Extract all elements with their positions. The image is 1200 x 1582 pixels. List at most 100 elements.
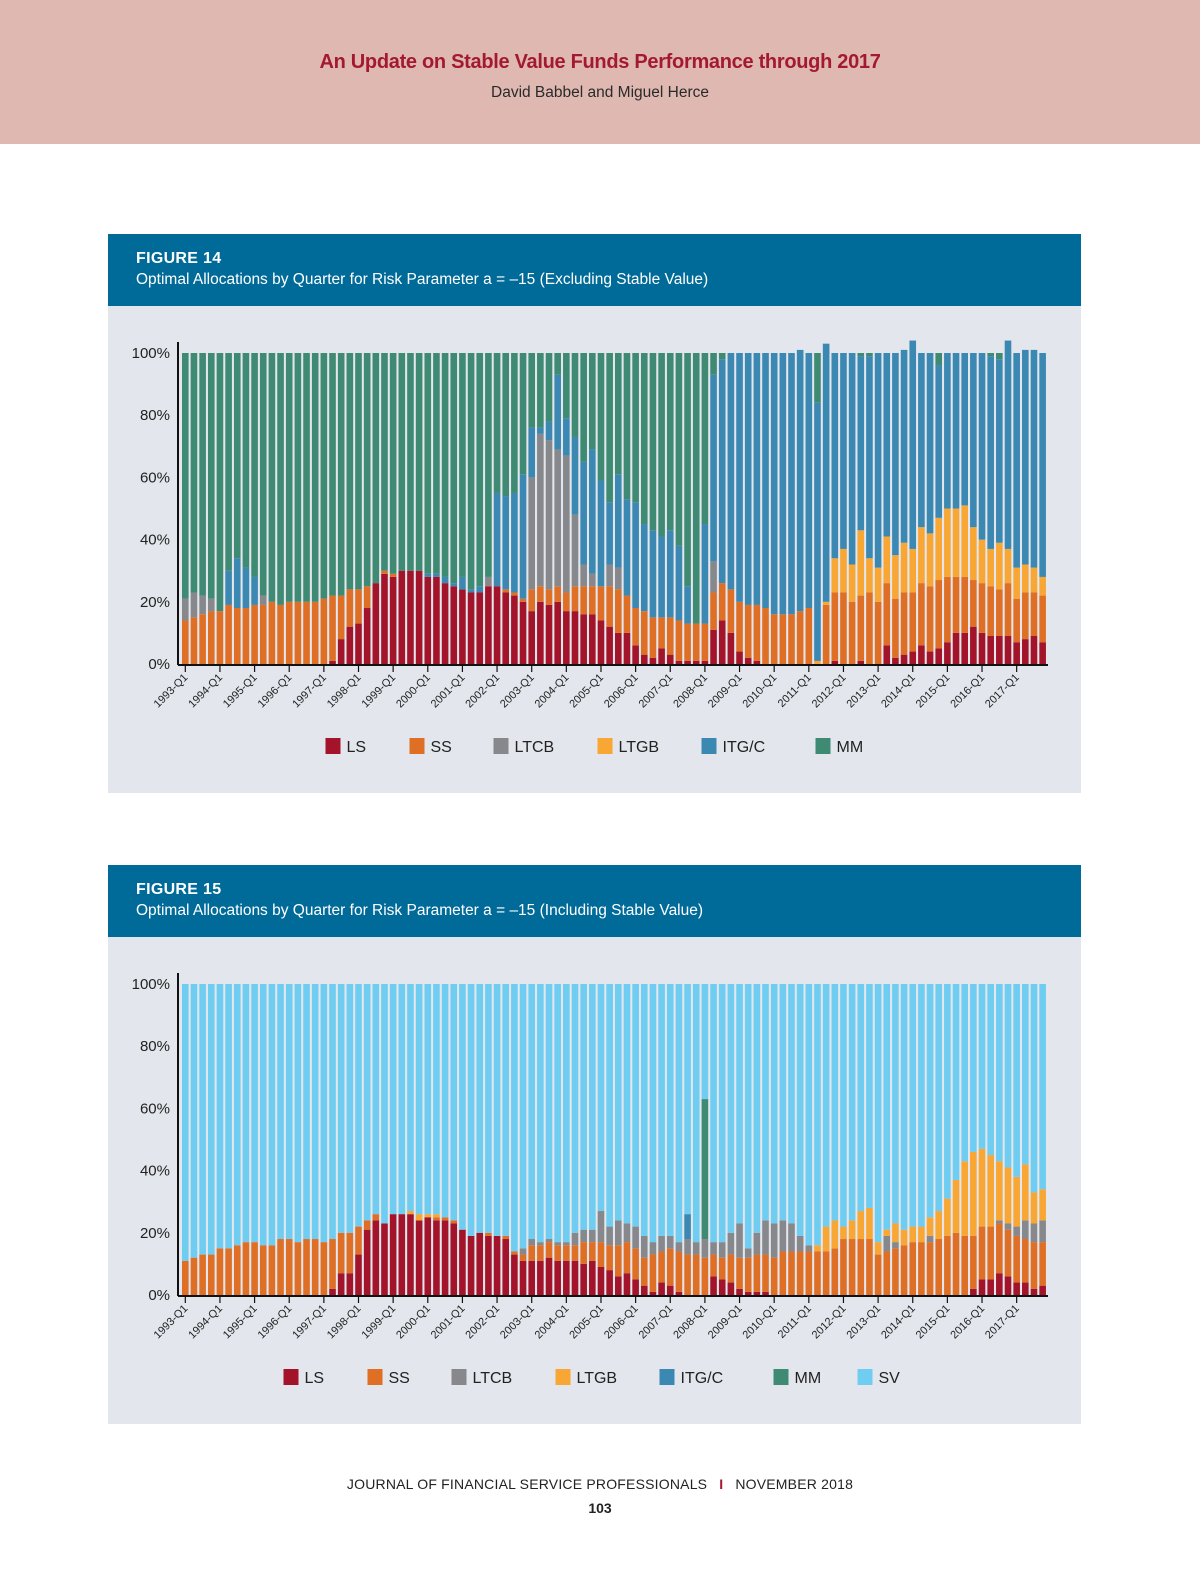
- bar-segment-ss: [528, 589, 535, 612]
- bar-segment-ltgb: [822, 1226, 830, 1252]
- bar-segment-ss: [762, 1254, 769, 1292]
- bar-segment-ss: [857, 1239, 865, 1295]
- bar-segment-ls: [996, 636, 1003, 664]
- bar-segment-ls: [926, 651, 934, 664]
- bar-segment-sv: [485, 984, 492, 1233]
- bar-segment-mm: [251, 353, 258, 577]
- bar-segment-ls: [857, 660, 865, 664]
- bar-segment-ss: [225, 604, 232, 664]
- bar-segment-sv: [961, 984, 968, 1162]
- x-tick-label: 2013-Q1: [844, 1303, 883, 1342]
- bar-segment-ltcb: [606, 564, 613, 587]
- x-tick-label: 2016-Q1: [948, 672, 987, 711]
- bar-segment-mm: [467, 353, 475, 590]
- bar-segment-ltgb: [1004, 1167, 1012, 1224]
- bar-segment-ls: [554, 1260, 561, 1295]
- bar-segment-ss: [1030, 1242, 1038, 1289]
- bar-segment-ls: [476, 1232, 484, 1295]
- bar-segment-sv: [606, 984, 613, 1227]
- bar-segment-ltcb: [710, 561, 717, 593]
- bar-segment-ss: [831, 1248, 839, 1295]
- bar-segment-ltcb: [563, 1242, 570, 1246]
- bar-segment-itg-c: [571, 436, 579, 515]
- bar-segment-ls: [389, 1214, 397, 1295]
- bar-segment-ss: [926, 586, 934, 652]
- bar-segment-ss: [233, 608, 241, 664]
- bar-segment-sv: [831, 984, 839, 1221]
- bar-segment-ltgb: [987, 1155, 994, 1227]
- bar-segment-ss: [701, 1257, 709, 1295]
- bar-segment-ltgb: [918, 1226, 925, 1243]
- bar-segment-ls: [355, 623, 362, 664]
- bar-segment-ss: [710, 592, 717, 630]
- bar-segment-ss: [199, 614, 206, 664]
- bar-segment-sv: [346, 984, 354, 1233]
- legend-swatch: [597, 738, 613, 754]
- legend-item-ltgb: LTGB: [555, 1369, 617, 1387]
- y-tick-label: 100%: [132, 976, 170, 993]
- bar-segment-sv: [537, 984, 544, 1243]
- bar-segment-ls: [407, 570, 414, 664]
- bar-segment-mm: [814, 353, 821, 403]
- bar-segment-ss: [718, 1257, 726, 1280]
- bar-segment-itg-c: [606, 502, 613, 565]
- bar-segment-ls: [944, 642, 951, 664]
- bar-segment-ss: [675, 1251, 683, 1292]
- bar-segment-ltgb: [831, 1220, 839, 1249]
- bar-segment-ltcb: [528, 1239, 535, 1246]
- bar-segment-ls: [415, 1220, 423, 1295]
- bar-segment-itg-c: [866, 356, 873, 559]
- bar-segment-itg-c: [744, 353, 752, 605]
- bar-segment-itg-c: [632, 502, 639, 609]
- bar-segment-sv: [597, 984, 605, 1212]
- bar-segment-ss: [892, 1248, 899, 1295]
- bar-segment-sv: [415, 984, 423, 1215]
- x-tick-label: 1993-Q1: [152, 1303, 191, 1342]
- bar-segment-ltcb: [571, 514, 579, 587]
- bar-segment-ls: [493, 1235, 501, 1295]
- bar-segment-ls: [589, 1260, 596, 1295]
- bar-segment-ltgb: [978, 1148, 986, 1227]
- bar-segment-ls: [459, 1229, 466, 1295]
- legend-swatch: [815, 738, 831, 754]
- x-tick-label: 2001-Q1: [429, 1303, 468, 1342]
- bar-segment-ls: [606, 1270, 613, 1295]
- bar-segment-mm: [225, 353, 232, 571]
- bar-segment-sv: [233, 984, 241, 1246]
- y-tick-label: 20%: [140, 1225, 170, 1242]
- bar-segment-ltgb: [1022, 1164, 1029, 1221]
- bar-segment-ls: [727, 632, 735, 664]
- bar-segment-sv: [268, 984, 276, 1246]
- bar-segment-ls: [632, 1279, 639, 1295]
- bar-segment-itg-c: [450, 583, 458, 587]
- bar-segment-ss: [303, 1239, 310, 1295]
- legend-swatch: [555, 1369, 571, 1385]
- bar-segment-ltgb: [1022, 564, 1029, 593]
- bar-segment-ls: [736, 1288, 743, 1295]
- bar-segment-ltcb: [545, 1239, 553, 1243]
- bar-segment-ss: [978, 583, 986, 633]
- bar-segment-itg-c: [554, 374, 561, 450]
- bar-segment-sv: [684, 984, 691, 1215]
- bar-segment-ls: [1013, 642, 1020, 664]
- bar-segment-itg-c: [918, 353, 925, 528]
- bar-segment-ss: [658, 1251, 665, 1283]
- x-tick-label: 2015-Q1: [914, 1303, 953, 1342]
- bar-segment-ltcb: [554, 449, 561, 587]
- bar-segment-ss: [251, 1242, 258, 1295]
- bar-segment-ss: [640, 1257, 648, 1286]
- bar-segment-sv: [770, 984, 778, 1224]
- legend-label: SV: [879, 1370, 901, 1387]
- bar-segment-ltcb: [1030, 1223, 1038, 1243]
- bar-segment-sv: [866, 984, 873, 1208]
- bar-segment-mm: [441, 353, 449, 577]
- bar-segment-ltgb: [407, 1211, 414, 1215]
- bar-segment-mm: [424, 353, 432, 574]
- bar-segment-ss: [770, 1257, 778, 1295]
- bar-segment-ls: [571, 611, 579, 664]
- bar-segment-ss: [779, 1251, 787, 1295]
- bar-segment-itg-c: [857, 356, 865, 531]
- bar-segment-ss: [606, 1245, 613, 1271]
- bar-segment-ls: [1039, 1285, 1046, 1295]
- chart-figure-15: 0%20%40%60%80%100%1993-Q11994-Q11995-Q11…: [132, 973, 1048, 1387]
